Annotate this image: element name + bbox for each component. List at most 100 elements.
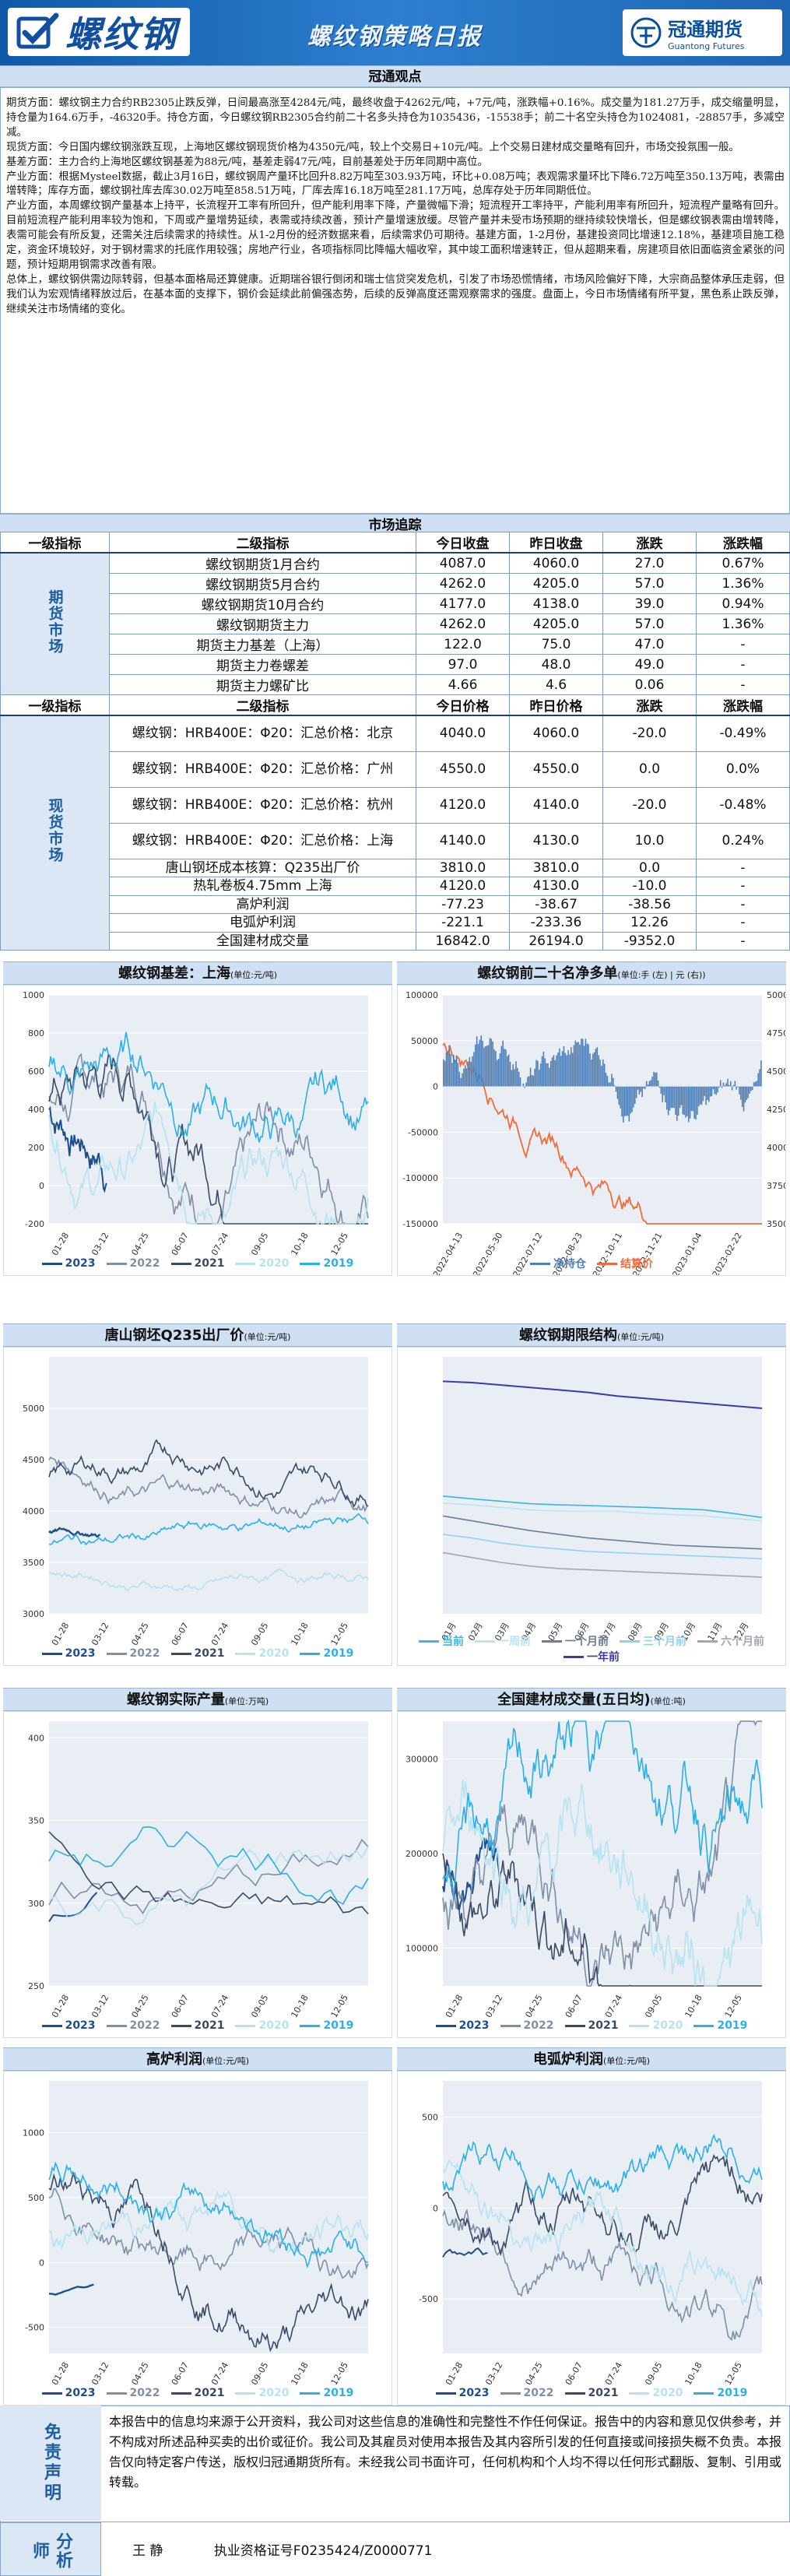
name: 螺纹钢：HRB400E：Φ20：汇总价格：北京 [109,715,416,752]
brand-name-en: Guantong Futures [668,41,745,51]
change-pct: - [696,877,790,896]
bar [576,1042,578,1087]
bar [458,1071,461,1087]
legend-label: 2020 [258,1257,290,1270]
change-value: 49.0 [602,654,697,675]
legend-item: 2022 [106,1257,160,1270]
legend-swatch [620,1639,640,1643]
bar [618,1086,620,1105]
bar [620,1086,621,1109]
legend-swatch [170,2024,191,2027]
bar [730,1081,732,1087]
bar [519,1077,521,1087]
bar [448,1045,451,1087]
name: 螺纹钢期货主力 [109,613,416,634]
legend-label: 2019 [323,2019,354,2032]
chart-title-text: 电弧炉利润 [533,2051,603,2068]
y2-tick-label: 4750 [767,1028,785,1038]
bar [667,1086,669,1116]
report-title: 螺纹钢策略日报 [307,23,482,51]
table-header: 涨跌 [602,532,697,554]
bar [615,1086,617,1092]
legend-label: 净持仓 [553,1258,586,1270]
today-value: 4177.0 [416,593,510,614]
table-header: 今日价格 [416,694,510,716]
bar [560,1056,562,1087]
plot-area [443,995,762,1224]
bar [532,1075,535,1087]
bar [557,1053,559,1087]
y-tick-label: 3500 [23,1558,44,1568]
legend-label: 六个月前 [721,1636,764,1648]
bar [760,1060,762,1087]
bar [605,1072,607,1087]
legend-swatch [542,1639,562,1643]
legend-swatch [41,2024,62,2027]
bar [567,1049,569,1087]
bar [658,1086,661,1088]
bar [585,1038,587,1087]
legend-item: 一年前 [564,1649,620,1664]
bar [631,1086,633,1112]
bar [467,1061,469,1087]
bar [512,1064,514,1087]
view-text: 期货方面：螺纹钢主力合约RB2305止跌反弹，日间最高涨至4284元/吨，最终收… [6,97,785,318]
bar [480,1035,483,1087]
disclaimer-label-text: 免责声明 [41,2423,61,2504]
legend-swatch [235,2024,256,2027]
y-tick-label: 5000 [23,1404,44,1414]
legend-item: 六个月前 [697,1633,764,1649]
series-line [48,1826,369,1905]
bar [677,1086,679,1116]
bar [683,1086,685,1116]
bar [672,1086,674,1109]
brand-name: 冠通期货 [668,19,743,40]
bar [564,1053,567,1087]
legend-swatch [564,2391,585,2395]
legend-label: 2023 [65,1257,96,1270]
bar [705,1086,707,1105]
legend-item: 2023 [435,2019,490,2032]
y-tick-label: 1000 [23,2128,44,2138]
change-pct: -0.48% [696,786,790,824]
chart-title: 螺纹钢基差：上海(单位:元/吨) [3,961,392,985]
chart-svg: 100000 50000 0 -50000 -100000 -150000 5000 4750… [402,990,788,1279]
bar [596,1047,599,1087]
bar [759,1069,760,1087]
yesterday-value: 75.0 [509,634,603,655]
legend-item: 2019 [300,1647,353,1660]
today-value: 97.0 [416,654,510,675]
bar [645,1081,648,1087]
legend-label: 2019 [717,2387,748,2399]
chart-unit: (单位:吨) [650,1696,686,1706]
table-header: 昨日收盘 [509,532,603,554]
legend-swatch [693,2391,715,2395]
bar [542,1051,545,1087]
group-label: 期货市场 [0,552,110,695]
table-row: 热轧卷板4.75mm 上海 4120.0 4130.0 -10.0- [1,877,790,896]
bar [680,1086,683,1105]
today-value: -77.23 [416,894,510,914]
bar [724,1085,726,1087]
y-tick-label: 800 [28,1028,44,1038]
y-tick-label: 300000 [406,1755,438,1765]
change-pct: - [696,894,790,914]
bar [743,1086,745,1112]
series-line [48,1105,107,1193]
legend-label: 2023 [65,2019,96,2032]
yesterday-value: 4060.0 [509,715,603,752]
y2-tick-label: 3750 [767,1181,785,1191]
bar [571,1047,572,1087]
yesterday-value: 4138.0 [509,593,603,614]
bar [740,1086,742,1100]
bar [514,1069,515,1087]
legend-item: 2020 [235,1257,289,1270]
y2-tick-label: 5000 [767,990,785,1000]
view-paragraph: 产业方面，本周螺纹钢产量基本上持平，长流程开工率有所回升，但产能利用率下降，产量… [6,200,785,271]
chart-title-text: 螺纹钢前二十名净多单 [477,965,618,982]
legend-label: 2022 [523,2387,554,2399]
series-line [48,1053,369,1226]
legend-item: 2020 [629,2019,683,2032]
y-tick-label: 100000 [406,990,438,1000]
chart-unit: (单位:手 (左) | 元 (右)) [617,970,706,980]
